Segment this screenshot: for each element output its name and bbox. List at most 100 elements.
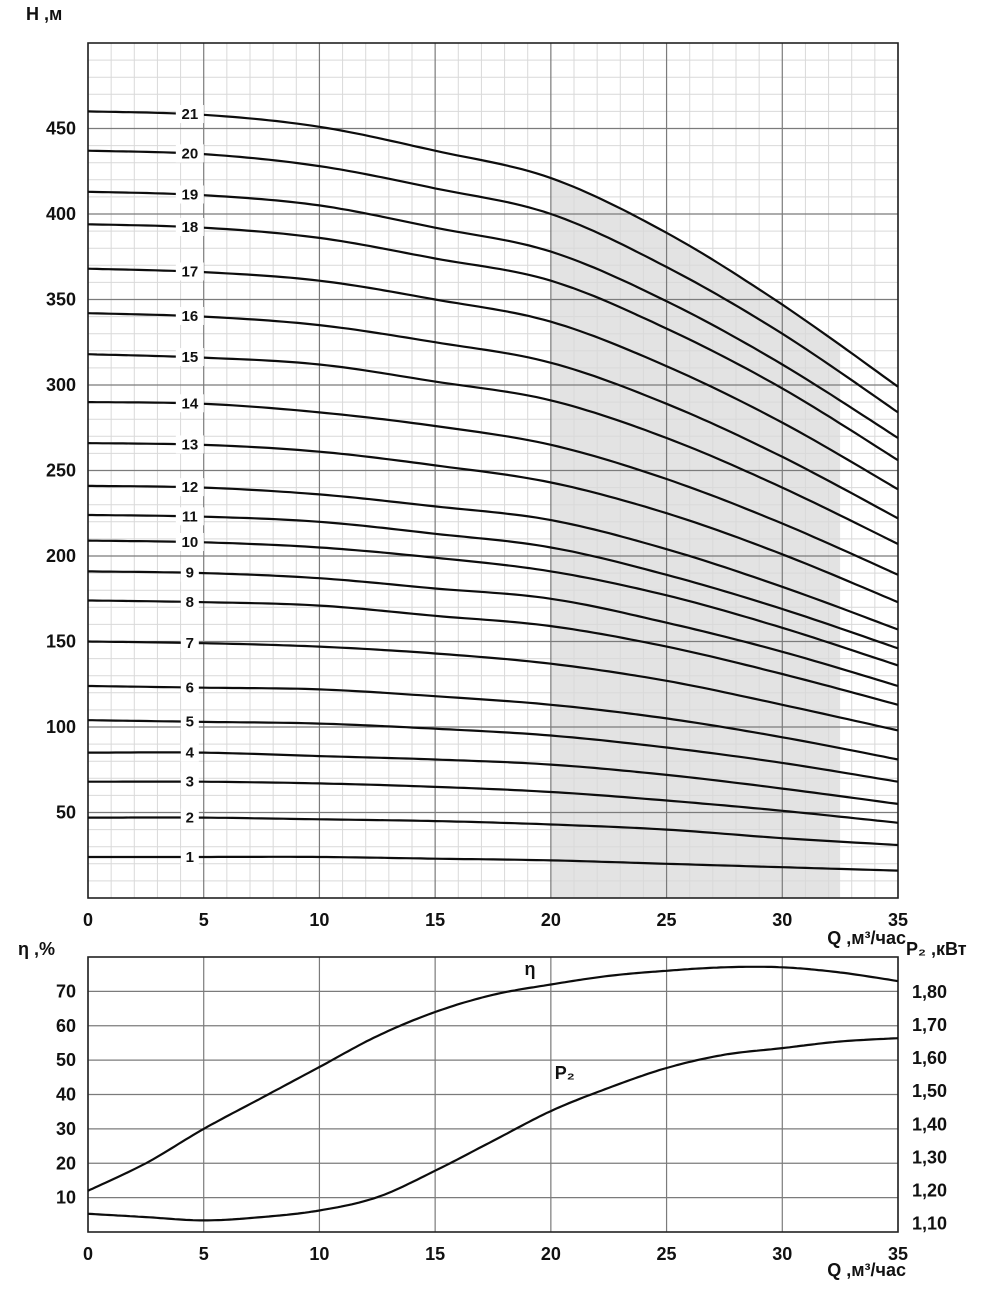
chart-text: 4 xyxy=(186,744,195,761)
chart-text: 200 xyxy=(46,546,76,566)
chart-text: 20 xyxy=(541,1244,561,1264)
chart-text: 19 xyxy=(181,186,198,203)
chart-text: P₂ xyxy=(555,1063,575,1083)
chart-text: 50 xyxy=(56,1050,76,1070)
plot-border xyxy=(87,42,899,899)
head-curve-17 xyxy=(87,267,899,491)
chart-text: η ,% xyxy=(18,939,55,959)
chart-text: 1,20 xyxy=(912,1181,947,1201)
chart-text: 20 xyxy=(56,1153,76,1173)
chart-text: 30 xyxy=(56,1119,76,1139)
curve-label-box xyxy=(180,633,199,652)
chart-text: 0 xyxy=(83,910,93,930)
curve-label-box xyxy=(180,847,199,866)
head-curve-18 xyxy=(87,223,899,462)
chart-text: 100 xyxy=(46,717,76,737)
chart-text: 30 xyxy=(772,1244,792,1264)
chart-text: 25 xyxy=(657,910,677,930)
head-curve-1 xyxy=(88,855,899,872)
curve-label-box xyxy=(180,592,199,611)
head-curve-11 xyxy=(88,513,899,650)
head-curve-10 xyxy=(87,539,899,667)
curve-label-box xyxy=(180,563,199,582)
curve-label-box xyxy=(180,678,199,697)
head-curve-9 xyxy=(88,570,899,688)
chart-text: 13 xyxy=(181,436,198,453)
head-curve-7 xyxy=(87,640,899,732)
chart-text: 150 xyxy=(46,632,76,652)
chart-text: 300 xyxy=(46,375,76,395)
head-curve-20 xyxy=(87,149,899,414)
chart-text: 400 xyxy=(46,204,76,224)
chart-text: 1,40 xyxy=(912,1114,947,1134)
curve-label-box xyxy=(175,306,204,325)
chart-text: 20 xyxy=(541,910,561,930)
chart-text: 6 xyxy=(186,679,194,696)
curve-label-box xyxy=(175,105,204,124)
head-curve-14 xyxy=(88,401,899,576)
chart-text: 10 xyxy=(309,910,329,930)
chart-text: 1,50 xyxy=(912,1081,947,1101)
curve-label-box xyxy=(175,144,204,163)
curve-label-box xyxy=(175,478,204,497)
chart-text: 15 xyxy=(425,1244,445,1264)
chart-text: Q ,м³/час xyxy=(827,928,906,948)
head-curve-15 xyxy=(87,353,899,545)
curve-label-box xyxy=(175,185,204,204)
curve-label-box xyxy=(175,217,204,236)
head-curve-2 xyxy=(88,816,899,847)
curve-label-box xyxy=(175,532,204,551)
chart-text: 3 xyxy=(186,774,194,791)
chart-text: 250 xyxy=(46,461,76,481)
curve-label-box xyxy=(175,507,204,526)
chart-text: 15 xyxy=(181,349,198,366)
chart-text: 1,60 xyxy=(912,1048,947,1068)
chart-text: 350 xyxy=(46,290,76,310)
chart-text: 20 xyxy=(181,145,198,162)
chart-text: 70 xyxy=(56,981,76,1001)
chart-text: 5 xyxy=(186,714,194,731)
chart-text: 25 xyxy=(657,1244,677,1264)
curve-label-box xyxy=(180,743,199,762)
head-curve-3 xyxy=(88,780,899,824)
chart-text: 17 xyxy=(181,264,198,281)
chart-text: Q ,м³/час xyxy=(827,1260,906,1280)
chart-text: 9 xyxy=(186,565,194,582)
head-curve-6 xyxy=(88,684,899,761)
chart-text: 11 xyxy=(182,508,198,525)
chart-text: 450 xyxy=(46,119,76,139)
chart-text: 10 xyxy=(56,1188,76,1208)
chart-text: 40 xyxy=(56,1085,76,1105)
chart-text: 1,80 xyxy=(912,982,947,1002)
head-curve-4 xyxy=(88,751,899,805)
chart-text: 1 xyxy=(186,849,194,866)
chart-text: 21 xyxy=(181,106,198,123)
curve-label-box xyxy=(175,394,204,413)
chart-text: 30 xyxy=(772,910,792,930)
chart-text: 1,10 xyxy=(912,1214,947,1234)
head-curve-12 xyxy=(88,484,899,631)
chart-text: 18 xyxy=(181,219,198,236)
curve-label-box xyxy=(180,808,199,827)
chart-text: 0 xyxy=(83,1244,93,1264)
chart-text: 14 xyxy=(181,395,198,412)
chart-text: 2 xyxy=(186,810,194,827)
chart-text: 16 xyxy=(181,308,198,325)
chart-text: 5 xyxy=(199,1244,209,1264)
chart-text: 35 xyxy=(888,910,908,930)
head-curve-19 xyxy=(87,190,899,439)
curve-label-box xyxy=(175,435,204,454)
chart-text: 12 xyxy=(181,479,198,496)
plot-border xyxy=(87,956,899,1233)
chart-text: 8 xyxy=(186,594,194,611)
chart-text: 35 xyxy=(888,1244,908,1264)
chart-text: 7 xyxy=(186,635,194,652)
chart-text: 1,70 xyxy=(912,1015,947,1035)
chart-text: 15 xyxy=(425,910,445,930)
curve-label-box xyxy=(180,772,199,791)
chart-text: 50 xyxy=(56,803,76,823)
chart-text: Н ,м xyxy=(26,4,62,24)
